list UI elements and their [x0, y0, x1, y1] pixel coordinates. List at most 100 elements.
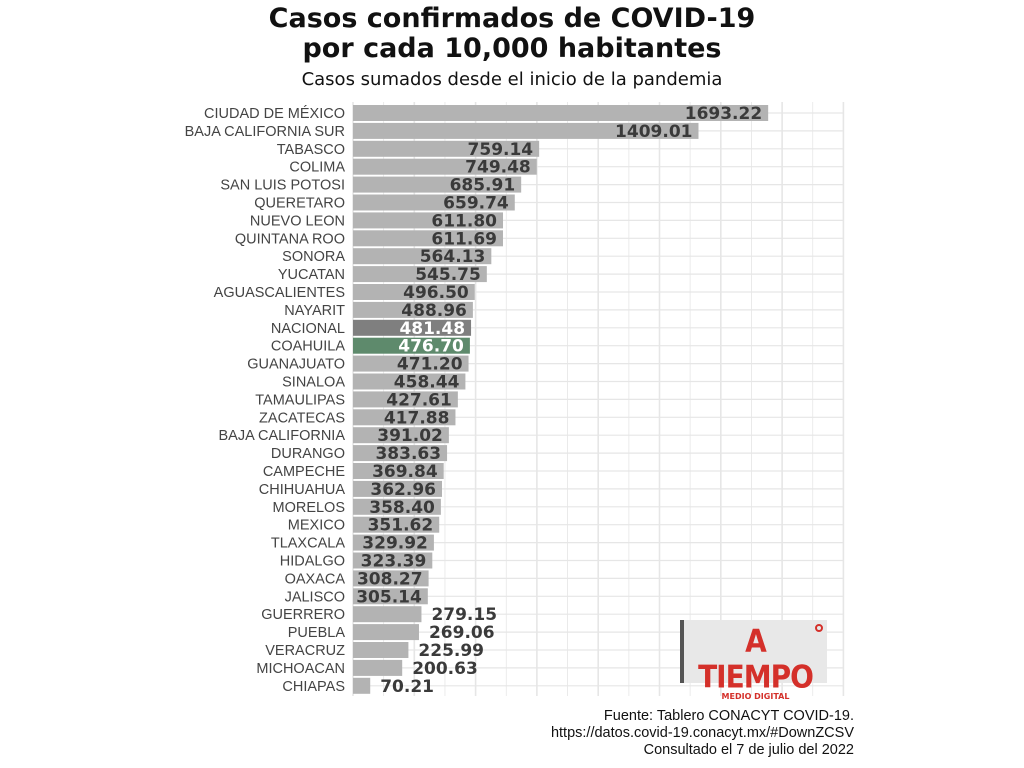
source-line-3: Consultado el 7 de julio del 2022 — [643, 742, 854, 758]
bar — [353, 552, 433, 569]
category-label: BAJA CALIFORNIA SUR — [185, 124, 345, 140]
source-line-2: https://datos.covid-19.conacyt.mx/#DownZ… — [550, 725, 854, 741]
bar — [353, 122, 699, 139]
bar — [353, 319, 472, 336]
data-label: 471.20 — [397, 355, 463, 375]
source-line-1: Fuente: Tablero CONACYT COVID-19. — [603, 708, 854, 724]
category-label: BAJA CALIFORNIA — [218, 428, 345, 444]
data-label: 308.27 — [357, 569, 423, 589]
category-label: NACIONAL — [271, 321, 345, 337]
chart-title-line2: por cada 10,000 habitantes — [302, 33, 722, 64]
category-label: COLIMA — [289, 160, 345, 176]
data-label: 305.14 — [356, 587, 422, 607]
bar — [353, 409, 456, 426]
data-label: 749.48 — [465, 158, 531, 178]
chart-subtitle: Casos sumados desde el inicio de la pand… — [301, 69, 723, 90]
category-label: CHIAPAS — [282, 679, 345, 695]
category-label: MICHOACAN — [256, 661, 345, 677]
bar — [353, 516, 440, 533]
data-label: 225.99 — [418, 641, 484, 661]
a-tiempo-logo: A TIEMPO MEDIO DIGITAL — [680, 620, 827, 701]
data-label: 564.13 — [420, 247, 486, 267]
logo-subtext: MEDIO DIGITAL — [721, 692, 790, 701]
data-label: 611.80 — [431, 211, 497, 231]
chart-title-line1: Casos confirmados de COVID-19 — [268, 3, 756, 34]
bar — [353, 498, 441, 515]
data-label: 329.92 — [362, 534, 428, 554]
category-label: SINALOA — [282, 375, 345, 391]
category-label: CAMPECHE — [263, 464, 346, 480]
bar — [353, 606, 422, 623]
bar — [353, 588, 428, 605]
bar — [353, 445, 448, 462]
data-label: 458.44 — [394, 373, 460, 393]
category-label: YUCATAN — [278, 267, 345, 283]
category-label: OAXACA — [285, 571, 346, 587]
source-note: Fuente: Tablero CONACYT COVID-19. https:… — [551, 708, 854, 759]
data-label: 481.48 — [399, 319, 465, 339]
data-label: 488.96 — [401, 301, 467, 321]
data-label: 70.21 — [380, 677, 434, 697]
bar — [353, 230, 503, 247]
category-label: QUINTANA ROO — [235, 231, 345, 247]
category-label: DURANGO — [271, 446, 345, 462]
bar — [353, 355, 469, 372]
data-label: 279.15 — [431, 605, 497, 625]
category-label: CHIHUAHUA — [259, 482, 346, 498]
data-label: 417.88 — [384, 408, 450, 428]
category-label: SONORA — [282, 249, 345, 265]
data-label: 323.39 — [361, 552, 427, 572]
category-label: TAMAULIPAS — [255, 392, 345, 408]
data-label: 362.96 — [370, 480, 436, 500]
category-label: COAHUILA — [271, 339, 345, 355]
bar — [353, 373, 466, 390]
data-label: 545.75 — [415, 265, 481, 285]
data-label: 269.06 — [429, 623, 495, 643]
category-label: GUANAJUATO — [247, 357, 345, 373]
category-label: ZACATECAS — [259, 410, 345, 426]
bar — [353, 158, 537, 175]
category-label: MORELOS — [272, 500, 345, 516]
bar — [353, 248, 492, 265]
bar — [353, 140, 540, 157]
category-label: PUEBLA — [288, 625, 346, 641]
bar — [353, 427, 449, 444]
category-label: NUEVO LEON — [250, 213, 345, 229]
data-label: 1409.01 — [615, 122, 692, 142]
data-label: 759.14 — [468, 140, 534, 160]
data-label: 685.91 — [450, 176, 516, 196]
data-label: 351.62 — [368, 516, 434, 536]
bar — [353, 176, 522, 193]
bar — [353, 301, 473, 318]
data-label: 369.84 — [372, 462, 438, 482]
bar — [353, 212, 504, 229]
bar — [353, 659, 403, 676]
registered-icon — [815, 624, 823, 632]
bar — [353, 266, 487, 283]
category-label: CIUDAD DE MÉXICO — [204, 105, 345, 122]
category-label: GUERRERO — [261, 607, 345, 623]
chart-title: Casos confirmados de COVID-19 por cada 1… — [0, 4, 1024, 64]
bar — [353, 337, 470, 354]
logo-text: A TIEMPO — [698, 622, 814, 696]
category-label: VERACRUZ — [265, 643, 345, 659]
category-label: QUERETARO — [254, 196, 345, 212]
category-label: TLAXCALA — [271, 536, 345, 552]
category-label: JALISCO — [285, 589, 345, 605]
data-label: 200.63 — [412, 659, 478, 679]
category-label: SAN LUIS POTOSI — [220, 178, 345, 194]
data-label: 427.61 — [386, 390, 452, 410]
bar — [353, 677, 371, 694]
bar — [353, 194, 515, 211]
bar — [353, 391, 458, 408]
category-label: AGUASCALIENTES — [214, 285, 345, 301]
data-label: 383.63 — [375, 444, 441, 464]
data-label: 611.69 — [431, 229, 497, 249]
bar — [353, 480, 442, 497]
bar — [353, 570, 429, 587]
data-label: 358.40 — [369, 498, 435, 518]
data-label: 1693.22 — [685, 104, 762, 124]
bar — [353, 642, 409, 658]
category-label: HIDALGO — [280, 554, 345, 570]
